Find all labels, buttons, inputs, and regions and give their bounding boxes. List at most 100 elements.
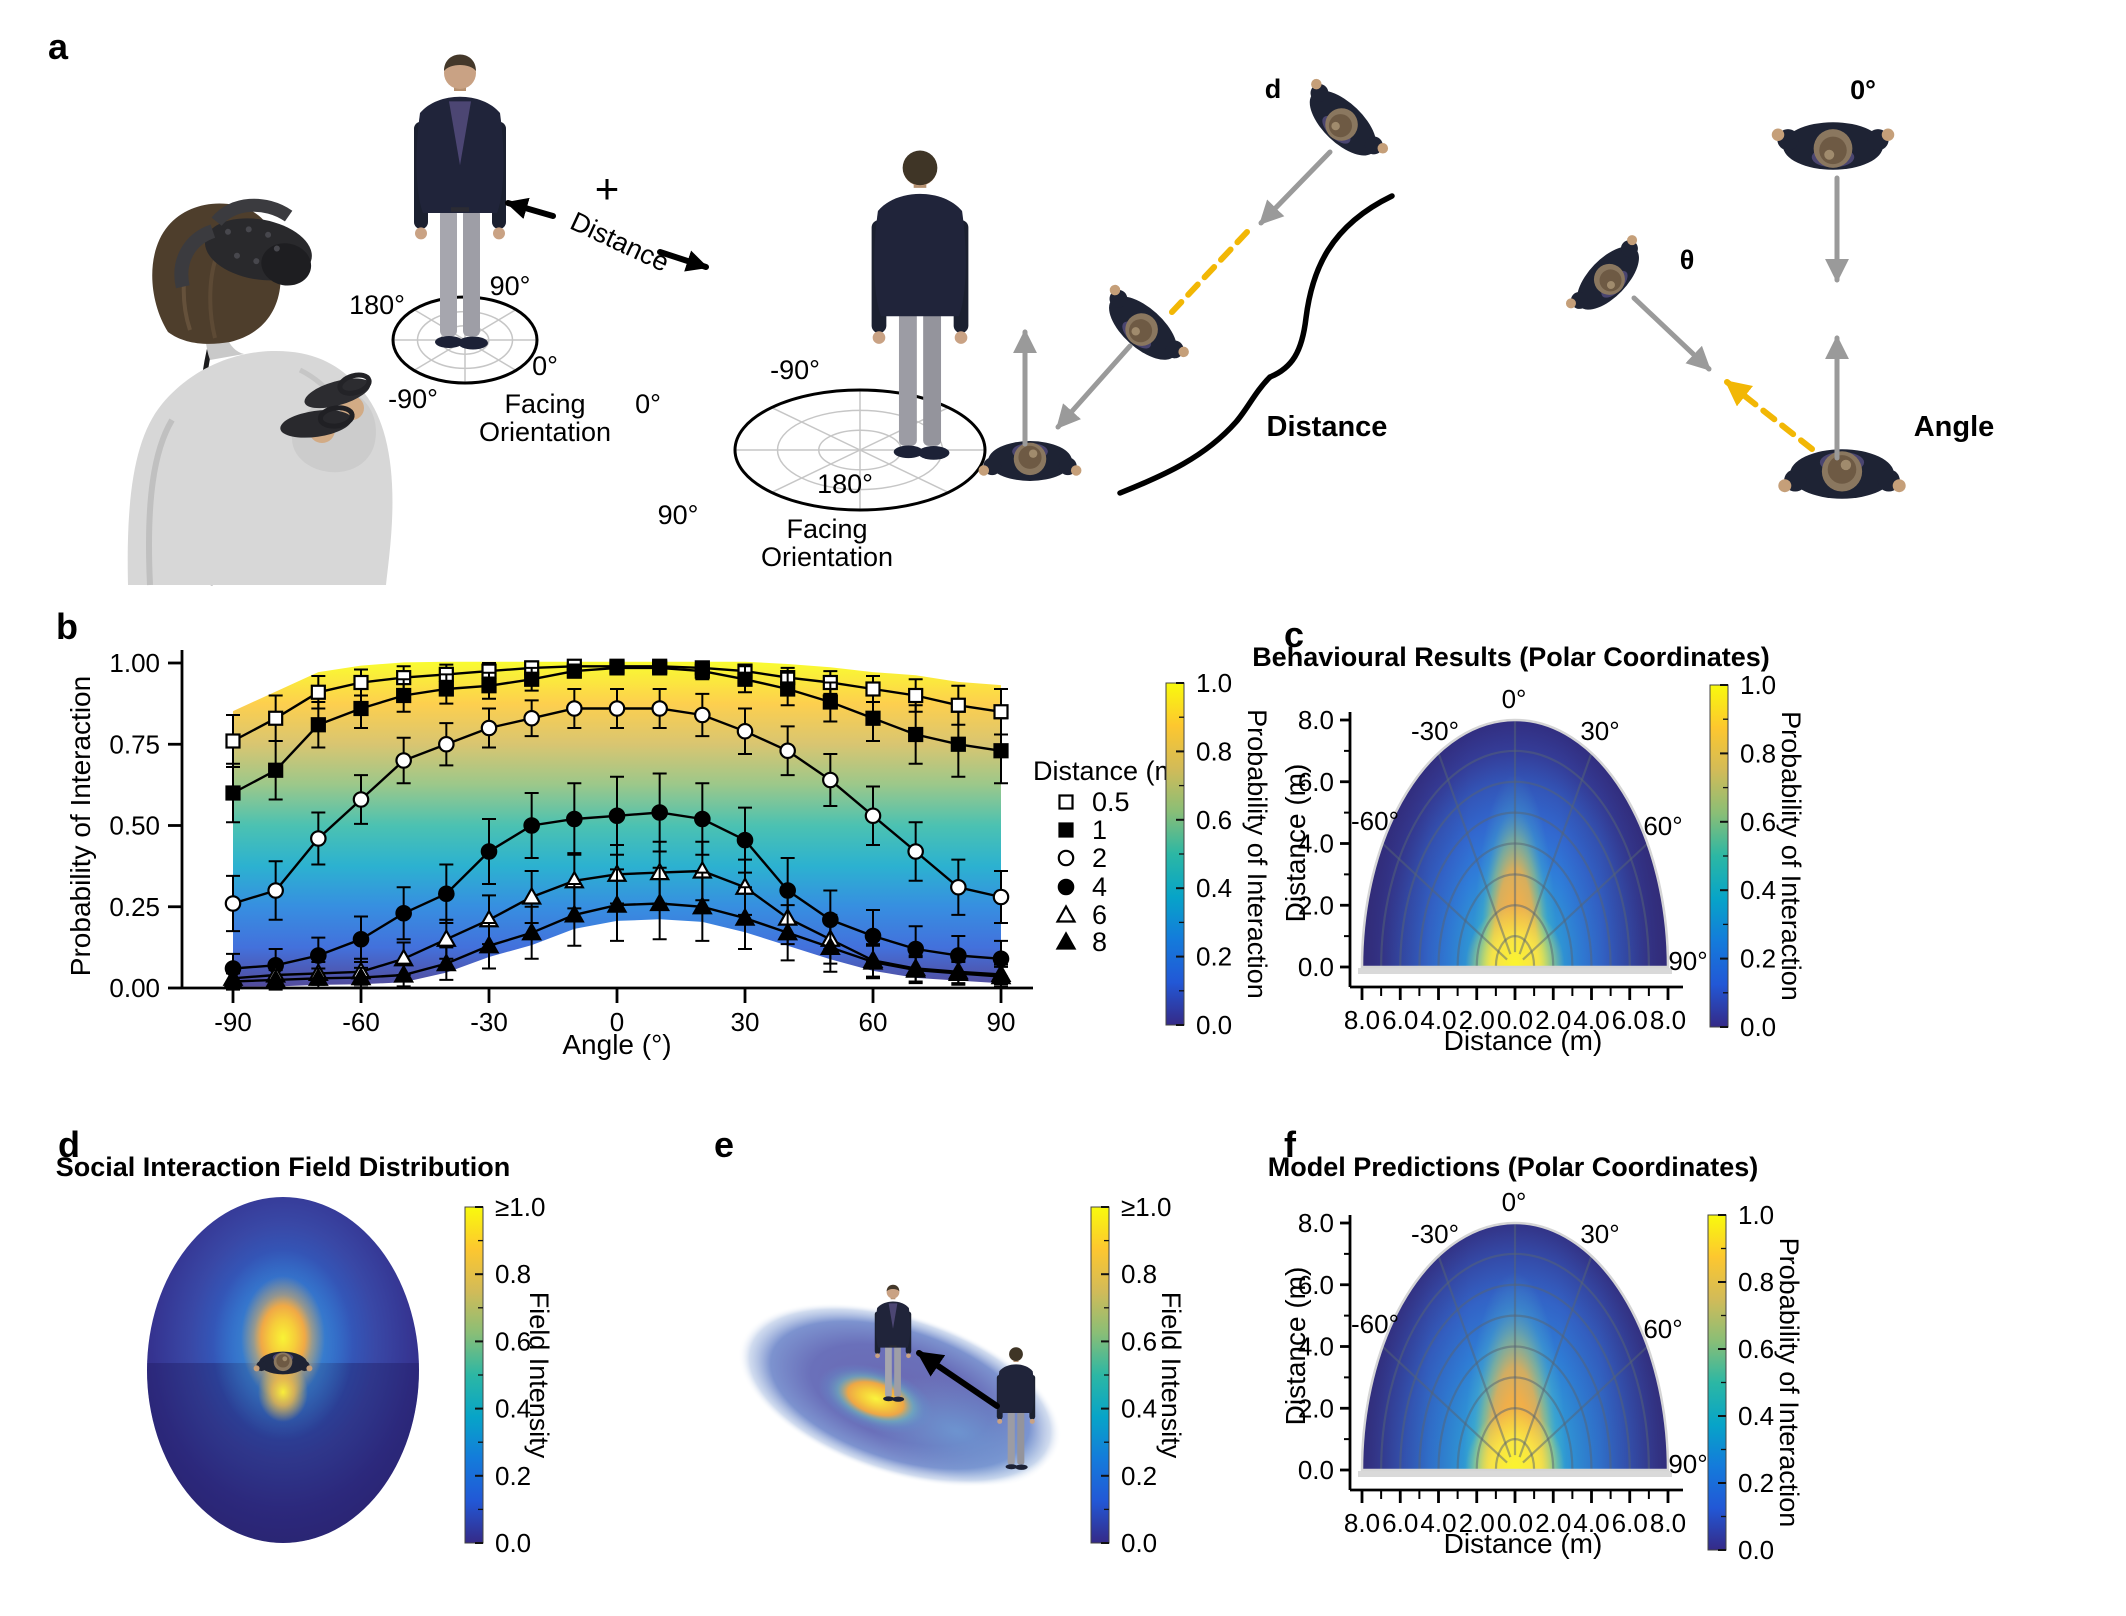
panel-letter-a: a: [48, 26, 69, 67]
colorbar-tick: 0.4: [1740, 875, 1776, 905]
vr-headset-icon: [174, 198, 312, 289]
panel-a-label: 180°: [349, 290, 405, 320]
x-tick: 4.0: [1573, 1508, 1609, 1538]
panel-c-title: Behavioural Results (Polar Coordinates): [1252, 642, 1770, 672]
colorbar: ≥1.0 0.8 0.6 0.4 0.2 0.0 Field Intensity: [1090, 1192, 1186, 1558]
colorbar-label: Probability of Interaction: [1242, 709, 1272, 999]
panel-a-label: 0°: [532, 351, 558, 381]
r-tick: 0.0: [1298, 952, 1334, 982]
axes: 8.06.04.02.00.08.0 6.0 4.0 2.0 0.0 2.0 4.0 6.0 8…: [1298, 1208, 1686, 1538]
x-axis-label: Distance (m): [1444, 1025, 1603, 1056]
vr-controller-icon: [280, 405, 355, 438]
angle-label: 30°: [1580, 716, 1619, 746]
series-8m: [222, 866, 1012, 991]
panel-a-label: Facing: [786, 514, 867, 544]
colorbar-tick: 0.0: [1740, 1012, 1776, 1042]
angle-label: 90°: [1668, 1449, 1707, 1479]
colorbar-tick: 0.0: [1196, 1010, 1232, 1040]
colorbar-tick: 0.2: [1740, 944, 1776, 974]
y-tick: 0.00: [109, 973, 160, 1003]
panel-a-label: Distance: [1267, 411, 1388, 443]
vr-controller-icon: [304, 372, 372, 409]
x-tick: 0: [610, 1007, 624, 1037]
colorbar-tick: ≥1.0: [1121, 1192, 1171, 1222]
r-tick: 4.0: [1298, 829, 1334, 859]
avatar-topdown: [1091, 278, 1195, 378]
r-tick: 8.0: [1298, 1208, 1334, 1238]
x-tick: -90: [214, 1007, 252, 1037]
r-tick: 6.0: [1298, 1270, 1334, 1300]
legend-item: 4: [1092, 872, 1107, 902]
x-tick: 6.0: [1382, 1508, 1418, 1538]
panel-a-label: Facing: [504, 389, 585, 419]
x-tick: 30: [731, 1007, 760, 1037]
panel-letter-d: d: [58, 1124, 80, 1165]
x-tick: 6.0: [1382, 1005, 1418, 1035]
panel-a-label: 0°: [1850, 75, 1876, 105]
angle-label: 60°: [1643, 1314, 1682, 1344]
x-tick: 8.0: [1344, 1005, 1380, 1035]
r-tick: 8.0: [1298, 705, 1334, 735]
panel-a-label: Orientation: [761, 542, 893, 572]
colorbar-tick: ≥1.0: [495, 1192, 545, 1222]
series-2m: [224, 688, 1010, 933]
colorbar-tick: 0.6: [1740, 807, 1776, 837]
panel-f-canvas: 8.06.04.02.00.08.0 6.0 4.0 2.0 0.0 2.0 4.0 6.0 8…: [1280, 1187, 1804, 1565]
colorbar-tick: 1.0: [1738, 1200, 1774, 1230]
vr-participant-photo: [127, 198, 393, 586]
legend-item: 1: [1092, 815, 1107, 845]
panel-a-label: 90°: [490, 271, 531, 301]
colorbar-tick: 0.8: [1738, 1267, 1774, 1297]
r-tick: 4.0: [1298, 1332, 1334, 1362]
angle-label: 60°: [1643, 811, 1682, 841]
avatar-standing-front: [874, 1284, 912, 1402]
angle-label: 90°: [1668, 946, 1707, 976]
avatar-topdown: [1771, 122, 1895, 170]
r-tick: 2.0: [1298, 1393, 1334, 1423]
colorbar-label: Field Intensity: [1156, 1292, 1186, 1459]
y-tick: 0.25: [109, 892, 160, 922]
legend-item: 6: [1092, 900, 1107, 930]
panel-a-label: θ: [1680, 245, 1695, 275]
avatar-topdown: [1560, 229, 1656, 327]
avatar-standing-front: [414, 54, 506, 350]
x-tick: 90: [987, 1007, 1016, 1037]
x-tick: 2.0: [1535, 1508, 1571, 1538]
colorbar-tick: 0.2: [495, 1461, 531, 1491]
colorbar-tick: 0.8: [1196, 736, 1232, 766]
x-tick: 2.0: [1459, 1508, 1495, 1538]
angle-label: -60°: [1351, 806, 1399, 836]
angle-label: -30°: [1411, 716, 1459, 746]
colorbar-tick: 0.8: [1121, 1259, 1157, 1289]
panel-a-label: Orientation: [479, 417, 611, 447]
panel-letter-c: c: [1284, 614, 1305, 655]
curly-brace: [1117, 374, 1273, 496]
colorbar-label: Field Intensity: [524, 1292, 554, 1459]
angle-label: -30°: [1411, 1219, 1459, 1249]
curly-brace: [1267, 193, 1395, 380]
x-tick: 2.0: [1535, 1005, 1571, 1035]
r-tick: 6.0: [1298, 767, 1334, 797]
r-tick: 2.0: [1298, 890, 1334, 920]
avatar-standing-back: [871, 150, 969, 460]
polar-heatmap: [1362, 1223, 1668, 1470]
x-tick: -60: [342, 1007, 380, 1037]
y-tick: 1.00: [109, 648, 160, 678]
field-distribution-map: [147, 1197, 419, 1543]
y-axis-label: Distance (m): [1280, 764, 1311, 923]
avatar-topdown: [1292, 72, 1394, 174]
panel-a-label: Distance: [566, 206, 674, 278]
r-tick: 0.0: [1298, 1455, 1334, 1485]
colorbar-tick: 0.8: [1740, 738, 1776, 768]
colorbar-tick: 0.6: [1121, 1326, 1157, 1356]
colorbar-tick: 0.8: [495, 1259, 531, 1289]
x-tick: 4.0: [1420, 1508, 1456, 1538]
x-tick: 8.0: [1650, 1508, 1686, 1538]
colorbar-tick: 0.2: [1738, 1468, 1774, 1498]
colorbar-tick: 0.2: [1121, 1461, 1157, 1491]
